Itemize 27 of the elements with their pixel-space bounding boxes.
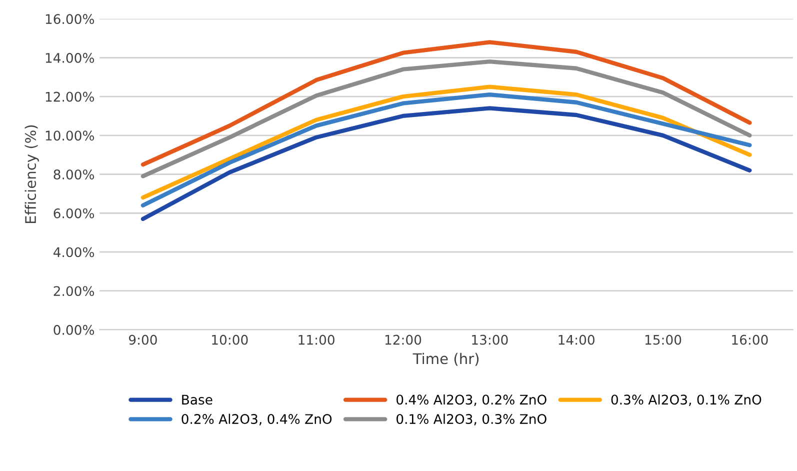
y-tick-label: 2.00% — [54, 286, 94, 296]
x-tick-label: 10:00 — [212, 334, 248, 345]
x-tick-label: 9:00 — [128, 334, 157, 345]
x-tick-label: 12:00 — [385, 334, 422, 345]
legend-label: 0.1% Al2O3, 0.3% ZnO — [396, 414, 546, 426]
x-tick-label: 11:00 — [298, 334, 334, 345]
y-tick-label: 16.00% — [46, 14, 94, 24]
y-tick-label: 0.00% — [54, 324, 94, 335]
legend-label: Base — [182, 394, 212, 405]
y-axis-title: Efficiency (%) — [24, 125, 39, 224]
line-series — [140, 106, 752, 222]
legend-label: 0.4% Al2O3, 0.2% ZnO — [396, 394, 546, 406]
y-tick-label: 4.00% — [53, 247, 94, 258]
line-series — [140, 40, 752, 167]
x-tick-label: 16:00 — [732, 334, 768, 345]
x-tick-label: 14:00 — [558, 334, 594, 345]
x-tick-label: 13:00 — [472, 334, 508, 345]
y-tick-label: 6.00% — [54, 208, 94, 218]
x-axis-title: Time (hr) — [412, 352, 479, 366]
y-tick-label: 14.00% — [46, 52, 94, 63]
y-tick-label: 10.00% — [46, 130, 94, 141]
y-tick-label: 8.00% — [54, 169, 94, 180]
line-series — [140, 60, 752, 178]
x-tick-label: 15:00 — [645, 334, 682, 345]
legend-label: 0.3% Al2O3, 0.1% ZnO — [611, 394, 762, 406]
legend-label: 0.2% Al2O3, 0.4% ZnO — [182, 414, 332, 426]
y-tick-label: 12.00% — [46, 92, 94, 102]
